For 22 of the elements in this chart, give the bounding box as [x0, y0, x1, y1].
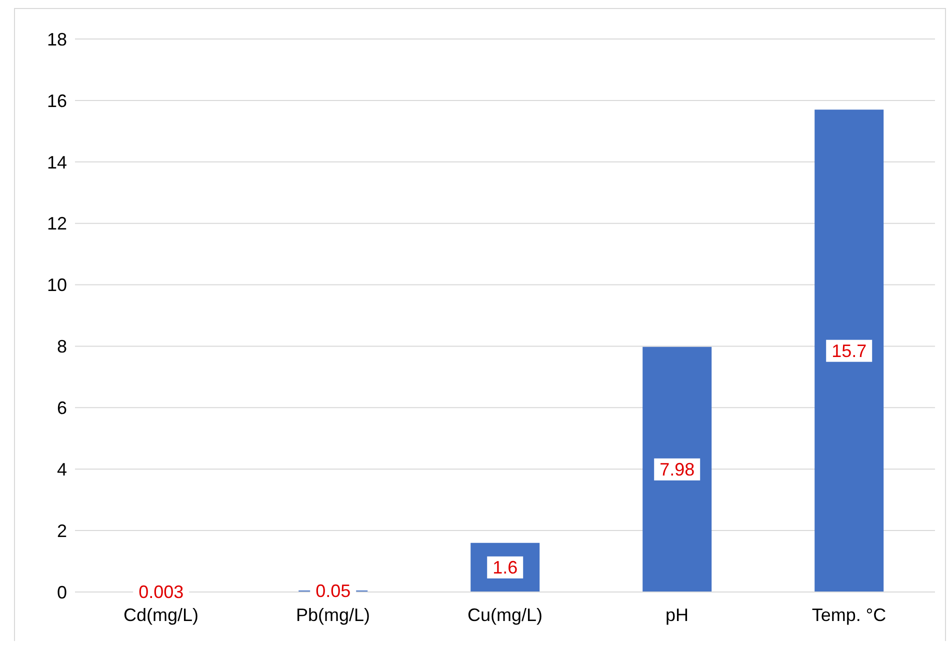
x-tick-label: Cd(mg/L): [123, 604, 199, 625]
data-label: 0.003: [138, 582, 184, 602]
y-tick-label: 2: [56, 520, 67, 541]
data-label: 7.98: [660, 459, 695, 480]
x-tick-label: Temp. °C: [812, 604, 886, 625]
y-tick-label: 10: [46, 275, 67, 296]
y-tick-label: 0: [56, 582, 67, 602]
y-tick-label: 12: [46, 214, 67, 234]
y-tick-label: 18: [46, 29, 67, 50]
y-tick-label: 6: [56, 398, 67, 418]
y-tick-label: 14: [46, 152, 67, 172]
x-tick-label: Pb(mg/L): [296, 604, 370, 625]
y-tick-label: 8: [56, 336, 67, 357]
data-label: 1.6: [492, 557, 518, 578]
x-tick-label: pH: [665, 604, 689, 625]
y-tick-label: 4: [56, 460, 67, 480]
y-tick-label: 16: [46, 90, 67, 111]
bar: [642, 346, 712, 592]
bar: [814, 110, 884, 592]
data-label: 15.7: [832, 340, 867, 361]
x-tick-label: Cu(mg/L): [467, 604, 543, 625]
data-label: 0.05: [316, 581, 351, 602]
